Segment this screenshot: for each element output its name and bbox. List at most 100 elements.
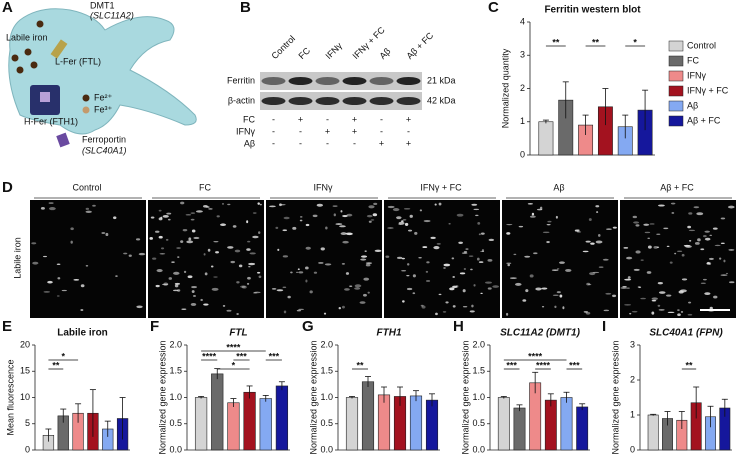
cell-speck (677, 313, 681, 317)
cell-speck (576, 229, 580, 232)
panel-letter: F (150, 318, 159, 335)
blot-row-label: Ferritin (227, 75, 255, 85)
cell-speck (524, 255, 531, 258)
cell-speck (533, 252, 538, 255)
bar (275, 385, 289, 451)
cell-speck (406, 263, 410, 266)
cell-speck (283, 216, 290, 220)
cell-speck (374, 249, 382, 253)
cell-speck (246, 220, 249, 224)
panel-letter: A (2, 0, 13, 16)
cell-speck (296, 309, 302, 312)
cell-speck (663, 227, 669, 230)
cell-speck (282, 286, 287, 288)
chart-title: Ferritin western blot (544, 5, 641, 16)
cell-speck (651, 299, 657, 302)
cell-speck (426, 280, 431, 282)
y-tick-label: 1.5 (472, 366, 485, 376)
cell-speck (687, 225, 692, 229)
cell-speck (506, 232, 511, 235)
cell-speck (341, 305, 345, 309)
cell-speck (213, 276, 218, 278)
sig-label: *** (506, 360, 517, 370)
panel-letter: B (240, 0, 251, 16)
cell-speck (595, 205, 600, 208)
treatment-mark: - (353, 138, 356, 148)
cell-speck (48, 202, 54, 204)
cell-speck (40, 207, 45, 210)
cell-speck (258, 275, 262, 279)
cell-speck (527, 202, 533, 205)
sig-label: *** (269, 351, 280, 361)
cell-speck (248, 265, 251, 268)
legend-swatch (668, 85, 684, 97)
cell-speck (632, 215, 638, 219)
cell-speck (190, 303, 197, 306)
cell-speck (248, 262, 256, 266)
cell-speck (47, 280, 53, 284)
panel-letter: H (453, 318, 464, 335)
cell-speck (720, 217, 726, 220)
cell-speck (73, 278, 80, 281)
cell-speck (43, 290, 51, 293)
y-tick-label: 0 (630, 444, 635, 454)
cell-speck (461, 252, 468, 255)
cell-speck (633, 221, 640, 224)
bar (243, 391, 256, 451)
treatment-label: IFNγ (236, 126, 255, 136)
lane-label: FC (297, 45, 313, 61)
sig-label: ** (592, 37, 600, 47)
treatment-mark: + (379, 138, 384, 148)
cell-speck (653, 245, 658, 249)
cell-speck (595, 240, 603, 244)
y-tick-label: 0.5 (472, 418, 485, 428)
sig-label: **** (202, 351, 217, 361)
cell-speck (688, 301, 692, 304)
cell-speck (434, 203, 437, 206)
treatment-mark: + (406, 138, 411, 148)
cell-speck (452, 285, 458, 288)
cell-speck (605, 292, 612, 295)
blot-band (261, 97, 286, 105)
cell-speck (418, 257, 422, 259)
cell-speck (506, 262, 512, 264)
sig-label: *** (236, 351, 247, 361)
treatment-mark: - (380, 114, 383, 124)
cell-speck (275, 226, 279, 229)
cell-speck (700, 248, 705, 251)
cell-speck (669, 261, 673, 264)
y-tick-label: 0.0 (320, 444, 333, 454)
bar (227, 402, 240, 451)
cell-speck (531, 212, 535, 216)
cell-speck (402, 300, 405, 303)
cell-speck (226, 309, 232, 312)
cell-speck (345, 272, 350, 275)
cell-speck (221, 203, 225, 205)
cell-speck (367, 291, 370, 294)
cell-speck (687, 313, 693, 316)
sig-label: * (61, 351, 65, 361)
cell-speck (341, 263, 345, 265)
cell-speck (635, 224, 640, 227)
cell-speck (435, 312, 438, 316)
cell-speck (693, 206, 700, 209)
y-tick-label: 1.0 (320, 392, 333, 402)
cell-speck (211, 287, 219, 291)
cell-speck (542, 231, 550, 234)
legend-swatch (668, 100, 684, 112)
cell-speck (338, 306, 342, 310)
y-axis-label: Normalized gene expression (157, 340, 167, 454)
cell-speck (204, 272, 208, 276)
cell-speck (186, 240, 194, 244)
lane-label: Aβ (378, 46, 393, 61)
cell-speck (392, 208, 400, 212)
cell-speck (714, 244, 721, 247)
cell-speck (203, 303, 209, 306)
cell-speck (475, 214, 479, 217)
bar (425, 399, 439, 451)
lane-label: Aβ + FC (405, 30, 436, 61)
y-axis-label: Normalized gene expression (308, 340, 318, 454)
cell-speck (195, 210, 203, 213)
cell-speck (458, 241, 463, 244)
